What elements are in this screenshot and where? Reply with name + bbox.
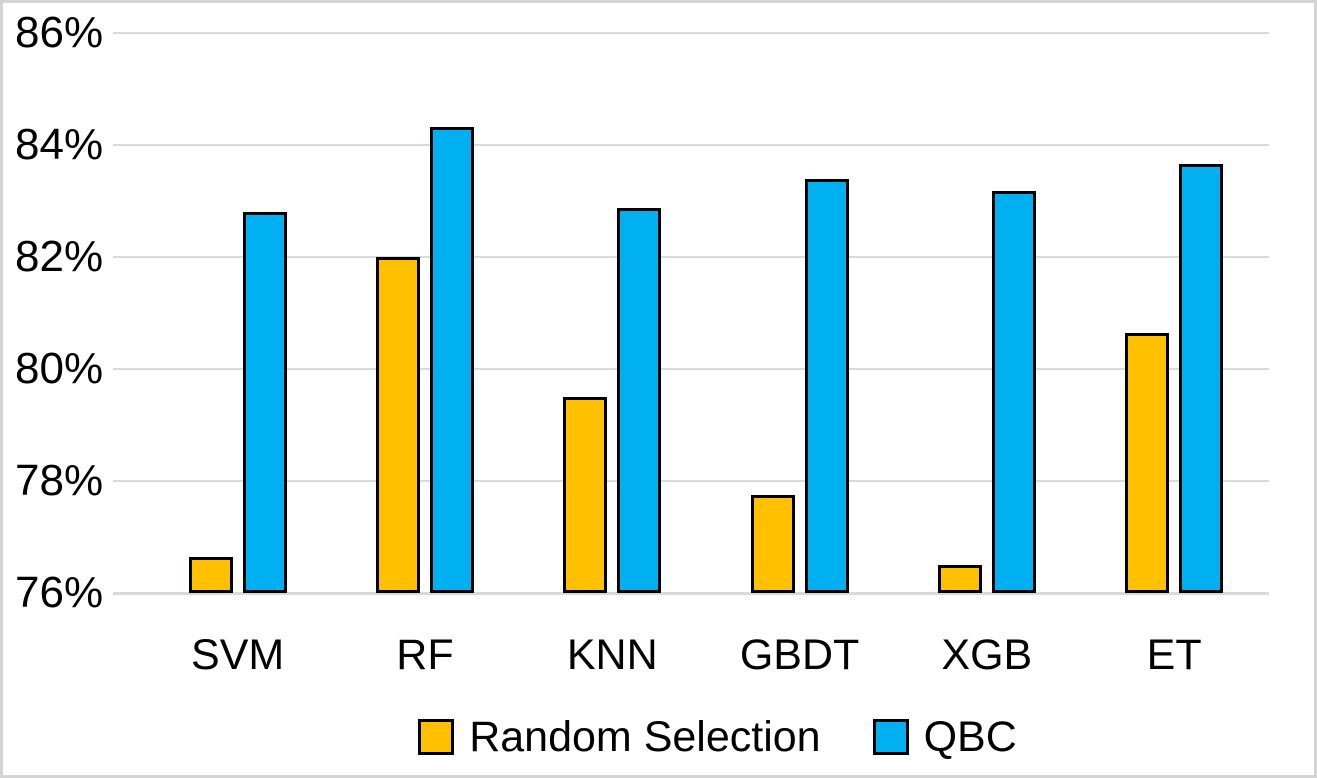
bar-xgb-random-selection	[937, 565, 982, 593]
x-axis-label-et: ET	[1146, 631, 1202, 679]
y-tick-label-84-: 84%	[15, 120, 104, 169]
legend-label-qbc: QBC	[923, 712, 1017, 761]
legend-item-qbc: QBC	[872, 712, 1017, 762]
y-tick-label-76-: 76%	[15, 568, 104, 617]
bar-rf-random-selection	[375, 257, 420, 593]
bar-rf-qbc	[429, 126, 474, 593]
x-axis-label-rf: RF	[396, 631, 454, 679]
x-axis-label-gbdt: GBDT	[739, 631, 860, 679]
y-tick-label-86-: 86%	[15, 8, 104, 57]
bar-group-gbdt	[706, 33, 893, 593]
x-axis-label-knn: KNN	[566, 631, 658, 679]
legend-item-random-selection: Random Selection	[418, 712, 821, 762]
bar-et-random-selection	[1125, 332, 1170, 593]
gridline-84-	[113, 144, 1269, 146]
bar-group-et	[1081, 33, 1268, 593]
bar-group-rf	[331, 33, 518, 593]
bar-group-svm	[144, 33, 331, 593]
bar-knn-qbc	[617, 207, 662, 593]
legend-swatch-icon-random-selection	[418, 719, 455, 755]
y-tick-label-82-: 82%	[15, 232, 104, 281]
legend-label-random-selection: Random Selection	[469, 712, 821, 761]
bar-gbdt-qbc	[804, 178, 849, 593]
bar-group-knn	[519, 33, 706, 593]
bar-xgb-qbc	[991, 191, 1036, 593]
bar-et-qbc	[1179, 164, 1224, 593]
y-tick-label-78-: 78%	[15, 456, 104, 505]
bar-group-xgb	[893, 33, 1080, 593]
gridline-78-	[113, 480, 1269, 482]
legend: Random Selection QBC	[121, 711, 1314, 763]
x-axis-label-xgb: XGB	[941, 631, 1033, 679]
x-axis-label-svm: SVM	[191, 631, 285, 679]
bar-knn-random-selection	[563, 397, 608, 593]
bar-svm-qbc	[242, 212, 287, 593]
gridline-82-	[113, 256, 1269, 258]
bar-gbdt-random-selection	[750, 495, 795, 593]
gridline-80-	[113, 368, 1269, 370]
gridline-76-	[113, 592, 1269, 595]
gridline-86-	[113, 32, 1269, 34]
y-tick-label-80-: 80%	[15, 344, 104, 393]
legend-swatch-icon-qbc	[872, 719, 909, 755]
bar-svm-random-selection	[188, 556, 233, 593]
